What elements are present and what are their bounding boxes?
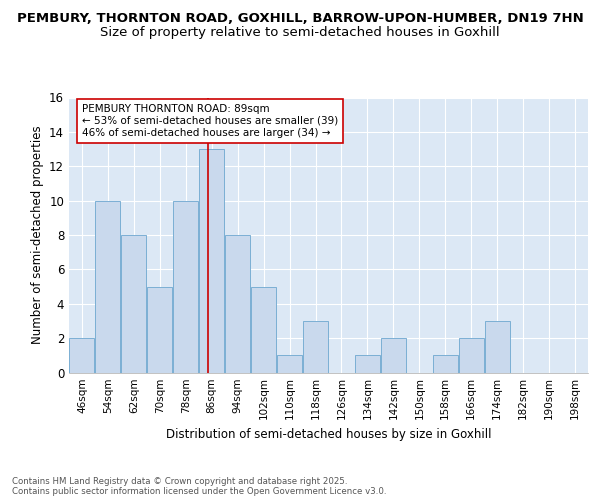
- Text: Size of property relative to semi-detached houses in Goxhill: Size of property relative to semi-detach…: [100, 26, 500, 39]
- Text: PEMBURY THORNTON ROAD: 89sqm
← 53% of semi-detached houses are smaller (39)
46% : PEMBURY THORNTON ROAD: 89sqm ← 53% of se…: [82, 104, 338, 138]
- Text: Contains HM Land Registry data © Crown copyright and database right 2025.
Contai: Contains HM Land Registry data © Crown c…: [12, 476, 386, 496]
- Y-axis label: Number of semi-detached properties: Number of semi-detached properties: [31, 126, 44, 344]
- Bar: [459, 338, 484, 372]
- Bar: [95, 200, 121, 372]
- Bar: [485, 321, 509, 372]
- Bar: [199, 149, 224, 372]
- Bar: [148, 286, 172, 372]
- Bar: [173, 200, 198, 372]
- Bar: [225, 235, 250, 372]
- Bar: [277, 356, 302, 372]
- Bar: [433, 356, 458, 372]
- Bar: [381, 338, 406, 372]
- Bar: [303, 321, 328, 372]
- Bar: [251, 286, 276, 372]
- Bar: [355, 356, 380, 372]
- X-axis label: Distribution of semi-detached houses by size in Goxhill: Distribution of semi-detached houses by …: [166, 428, 491, 441]
- Bar: [121, 235, 146, 372]
- Text: PEMBURY, THORNTON ROAD, GOXHILL, BARROW-UPON-HUMBER, DN19 7HN: PEMBURY, THORNTON ROAD, GOXHILL, BARROW-…: [17, 12, 583, 26]
- Bar: [70, 338, 94, 372]
